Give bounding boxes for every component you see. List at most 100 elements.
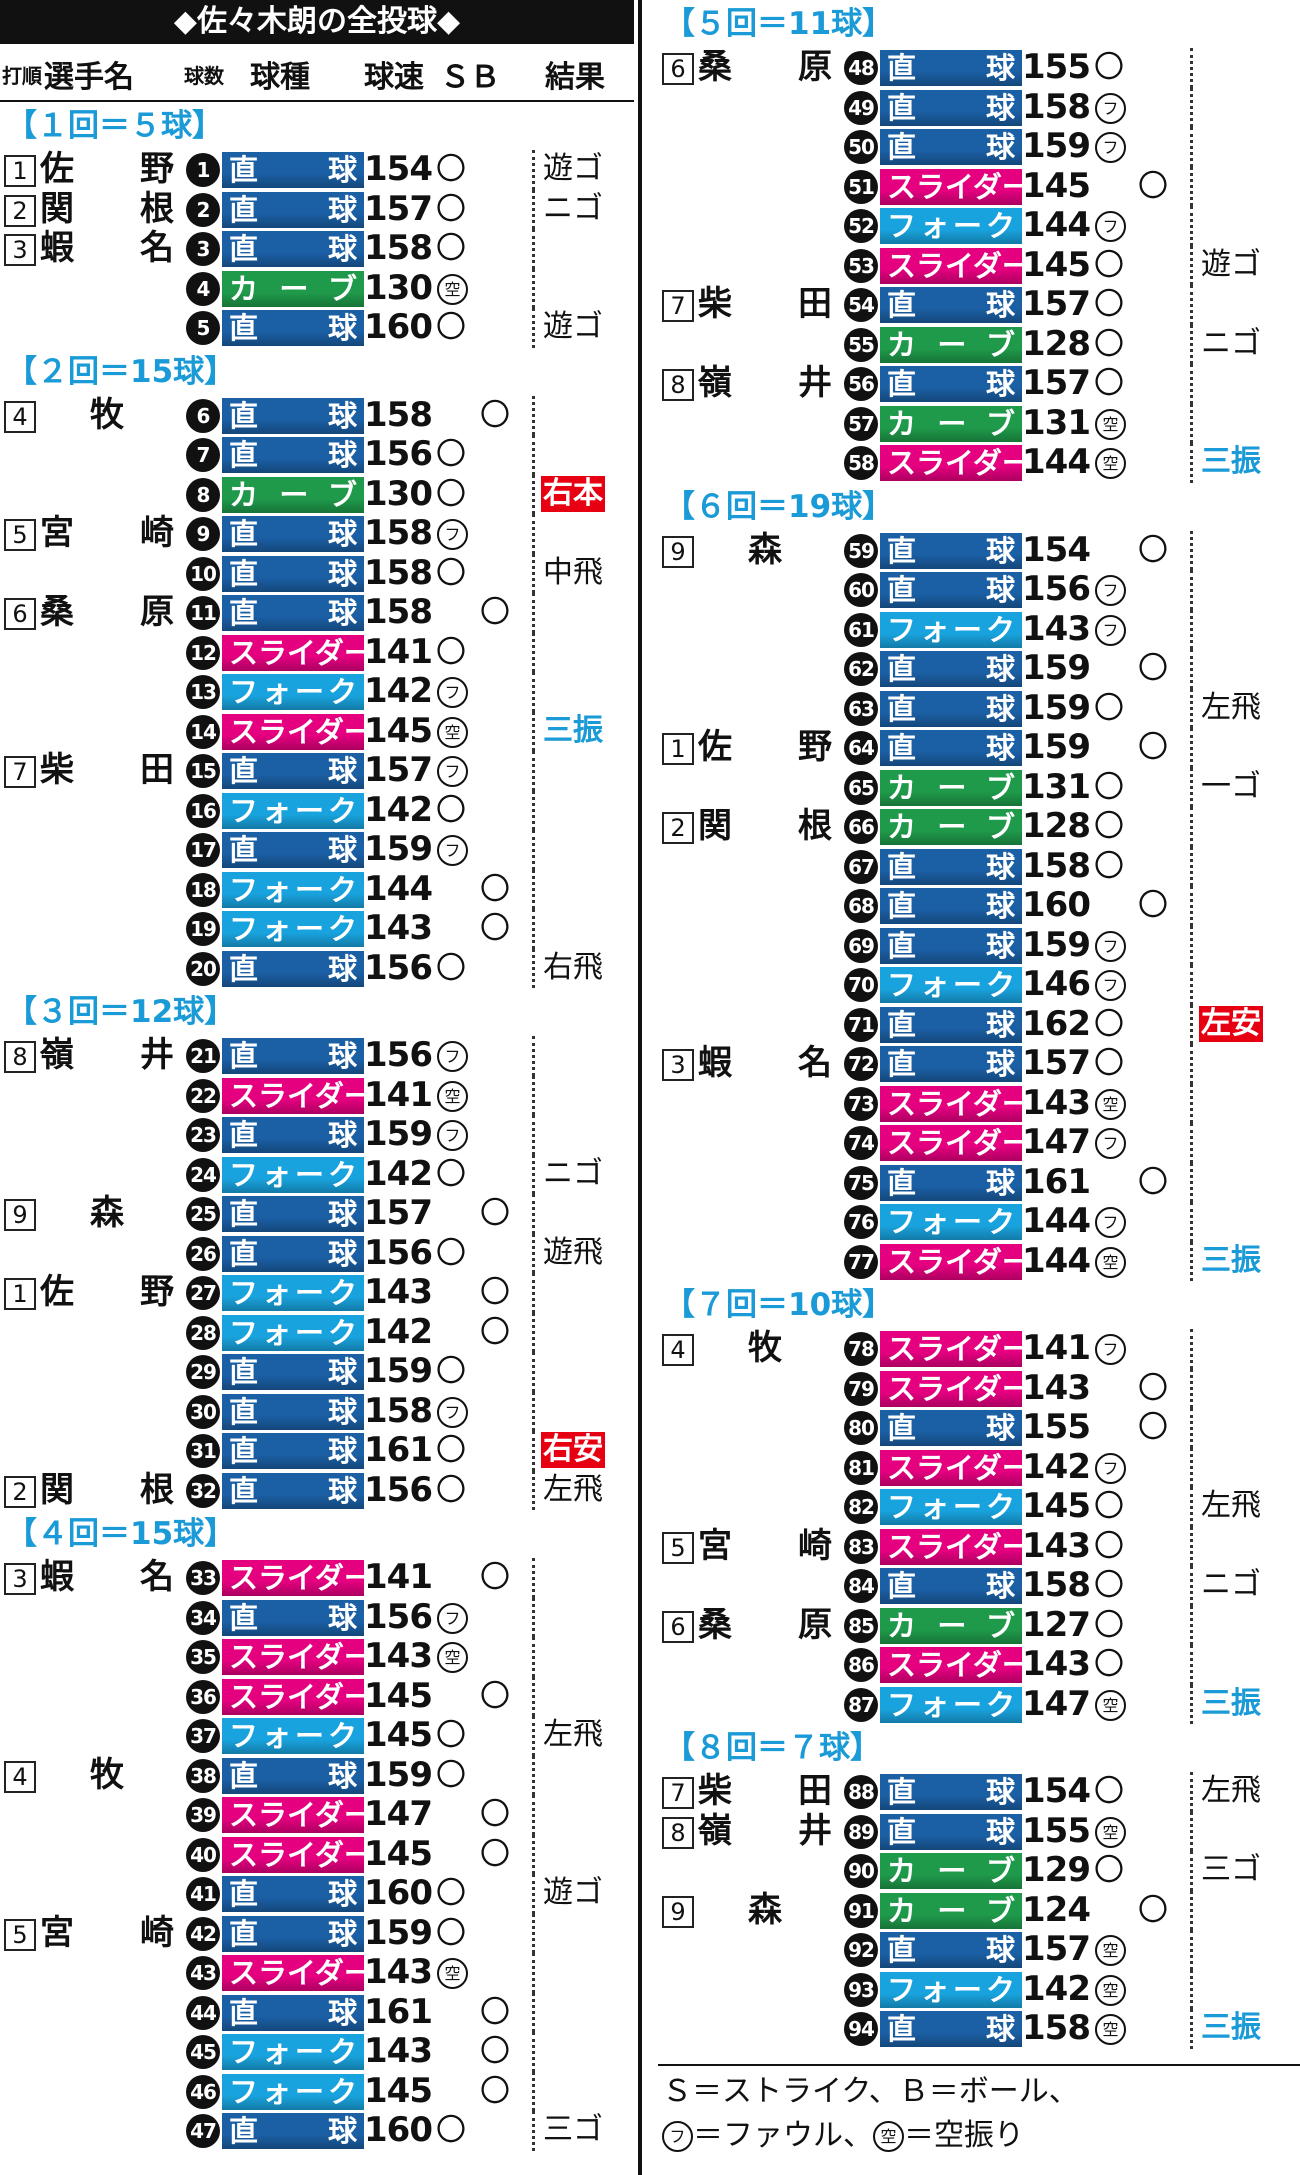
pitch-row: 55 カーブ 128 〇 ニゴ bbox=[658, 324, 1300, 364]
batter-name: 柴田 bbox=[698, 1771, 832, 1811]
pitch-number: 42 bbox=[186, 1916, 220, 1951]
strike-mark: 〇 bbox=[1094, 690, 1124, 726]
inning: 【２回＝15球】 4 牧 6 直球 158 〇 7 直球 156 〇 8 カーブ 130 〇右本 5 宮崎 9 直球… bbox=[0, 348, 634, 988]
strike-mark: 〇 bbox=[1094, 1046, 1124, 1081]
pitch-speed: 142 bbox=[364, 789, 433, 830]
pitch-row: 84 直球 158 〇 ニゴ bbox=[658, 1566, 1300, 1606]
pitch-row: 40 スライダー 145 〇 bbox=[0, 1834, 634, 1874]
result-cell: ニゴ bbox=[1190, 1566, 1289, 1606]
pitch-number: 72 bbox=[844, 1047, 878, 1081]
pitch-row: 76 フォーク 144 フ bbox=[658, 1202, 1300, 1242]
pitch-type: カーブ bbox=[222, 476, 364, 513]
pitch-type: スライダー bbox=[222, 1797, 364, 1833]
result-cell bbox=[532, 1115, 631, 1155]
strike-mark: 〇 bbox=[1094, 326, 1124, 362]
result-cell bbox=[1190, 1368, 1289, 1408]
pitch-type: スライダー bbox=[880, 1331, 1022, 1367]
pitch-row: 1 佐野 1 直球 154 〇遊ゴ bbox=[0, 150, 634, 190]
pitch-number: 48 bbox=[844, 51, 878, 85]
pitch-type: 直球 bbox=[222, 1433, 364, 1469]
result-cell bbox=[1190, 649, 1289, 689]
pitch-speed: 158 bbox=[364, 592, 433, 632]
pitch-type: 直球 bbox=[880, 366, 1022, 402]
pitch-type: 直球 bbox=[880, 927, 1022, 964]
pitch-speed: 146 bbox=[1022, 964, 1091, 1004]
strike-mark: 〇 bbox=[436, 152, 466, 187]
pitch-type: フォーク bbox=[222, 1314, 364, 1351]
pitch-type: フォーク bbox=[880, 1971, 1022, 2008]
pitch-number: 3 bbox=[186, 232, 220, 266]
pitch-number: 40 bbox=[186, 1837, 220, 1872]
ball-mark: 〇 bbox=[480, 911, 510, 946]
pitch-row: 6 桑原 85 カーブ 127 〇 bbox=[658, 1605, 1300, 1645]
batting-order: 3 bbox=[4, 1563, 36, 1595]
strike-mark: 〇 bbox=[1094, 247, 1124, 283]
pitch-type: スライダー bbox=[880, 1647, 1022, 1683]
pitch-row: 53 スライダー 145 〇 遊ゴ bbox=[658, 245, 1300, 285]
pitch-row: 86 スライダー 143 〇 bbox=[658, 1645, 1300, 1685]
pitch-row: 47 直球 160 〇 三ゴ bbox=[0, 2111, 634, 2151]
pitch-number: 91 bbox=[844, 1893, 878, 1928]
result-cell bbox=[532, 1273, 631, 1313]
strike-mark: 空 bbox=[437, 1080, 468, 1112]
result-cell bbox=[1190, 1605, 1289, 1645]
pitch-speed: 159 bbox=[364, 1351, 433, 1391]
result-cell bbox=[1190, 1083, 1289, 1123]
result-cell bbox=[532, 1391, 631, 1431]
pitch-speed: 159 bbox=[364, 1754, 433, 1795]
result-cell bbox=[1190, 364, 1289, 404]
pitch-number: 15 bbox=[186, 754, 220, 788]
pitch-speed: 158 bbox=[364, 1390, 433, 1431]
pitch-row: 8 嶺井 56 直球 157 〇 bbox=[658, 364, 1300, 404]
pitch-speed: 143 bbox=[1022, 1644, 1091, 1684]
pitch-number: 75 bbox=[844, 1165, 878, 1200]
pitch-row: 69 直球 159 フ bbox=[658, 925, 1300, 965]
pitch-speed: 128 bbox=[1022, 806, 1091, 846]
swing-mark: 空 bbox=[873, 2121, 904, 2152]
result-cell: 右飛 bbox=[532, 948, 631, 988]
result-cell bbox=[532, 2032, 631, 2072]
result-cell bbox=[532, 1795, 631, 1835]
pitch-row: 4 牧 78 スライダー 141 フ bbox=[658, 1329, 1300, 1369]
pitch-speed: 159 bbox=[364, 1114, 433, 1154]
inning: 【４回＝15球】 3 蝦名 33 スライダー 141 〇 34 直球 156 フ 35 スライダー 143… bbox=[0, 1510, 634, 2151]
pitch-number: 58 bbox=[844, 446, 878, 480]
pitch-speed: 154 bbox=[1022, 529, 1091, 570]
pitch-number: 90 bbox=[844, 1854, 878, 1888]
swing-text: ＝空振り bbox=[904, 2118, 1024, 2153]
pitch-speed: 154 bbox=[1022, 1771, 1091, 1811]
batting-order: 7 bbox=[662, 1777, 694, 1809]
result-cell bbox=[532, 514, 631, 554]
pitch-type: スライダー bbox=[880, 1528, 1022, 1565]
pitch-number: 28 bbox=[186, 1315, 220, 1350]
pitch-number: 84 bbox=[844, 1569, 878, 1603]
pitch-speed: 141 bbox=[364, 631, 433, 672]
pitch-speed: 159 bbox=[364, 829, 433, 869]
pitch-row: 61 フォーク 143 フ bbox=[658, 609, 1300, 649]
column-divider bbox=[638, 0, 642, 2175]
strike-mark: 〇 bbox=[436, 1156, 466, 1192]
strike-mark: フ bbox=[1095, 614, 1126, 646]
pitch-number: 73 bbox=[844, 1086, 878, 1121]
pitch-number: 10 bbox=[186, 556, 220, 591]
pitch-row: 28 フォーク 142 〇 bbox=[0, 1312, 634, 1352]
pitch-row: 4 カーブ 130 空 bbox=[0, 268, 634, 308]
pitch-type: 直球 bbox=[222, 1117, 364, 1153]
pitch-speed: 144 bbox=[364, 868, 433, 909]
ball-mark: 〇 bbox=[480, 1836, 510, 1872]
right-column: 【５回＝11球】 6 桑原 48 直球 155 〇 49 直球 158 フ 50 直球 159 フ 51 スライ… bbox=[658, 0, 1300, 2153]
batter-name: 佐野 bbox=[40, 1272, 174, 1312]
result: 右安 bbox=[541, 1432, 605, 1468]
pitch-type: スライダー bbox=[222, 1077, 364, 1114]
result: 三ゴ bbox=[1201, 1852, 1261, 1887]
pitch-row: 52 フォーク 144 フ bbox=[658, 206, 1300, 246]
pitch-row: 8 嶺井 89 直球 155 空 bbox=[658, 1811, 1300, 1851]
pitch-row: 8 カーブ 130 〇 右本 bbox=[0, 474, 634, 514]
result-cell: 右安 bbox=[532, 1431, 631, 1471]
strike-mark: フ bbox=[1095, 132, 1126, 163]
pitch-type: 直球 bbox=[880, 690, 1022, 727]
pitch-number: 37 bbox=[186, 1719, 220, 1753]
pitch-row: 90 カーブ 129 〇 三ゴ bbox=[658, 1851, 1300, 1891]
result-cell bbox=[532, 1558, 631, 1598]
foul-text: ＝ファウル、 bbox=[693, 2118, 873, 2153]
